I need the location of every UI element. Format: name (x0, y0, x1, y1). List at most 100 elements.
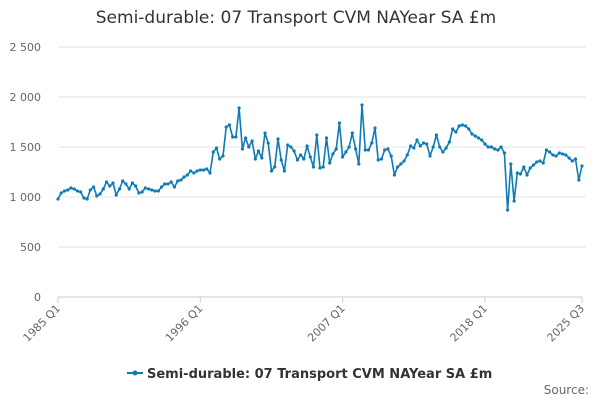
data-point[interactable] (156, 189, 160, 193)
data-point[interactable] (237, 106, 241, 110)
data-point[interactable] (318, 166, 322, 170)
data-point[interactable] (421, 141, 426, 145)
data-point[interactable] (357, 162, 361, 166)
data-point[interactable] (467, 127, 471, 131)
data-point[interactable] (114, 193, 118, 197)
data-point[interactable] (557, 151, 562, 155)
data-point[interactable] (434, 133, 438, 137)
data-point[interactable] (75, 189, 79, 193)
data-point[interactable] (247, 145, 251, 149)
data-point[interactable] (124, 182, 128, 186)
data-point[interactable] (554, 154, 558, 158)
data-point[interactable] (59, 191, 63, 195)
data-point[interactable] (496, 148, 500, 152)
data-point[interactable] (331, 152, 335, 156)
data-point[interactable] (444, 146, 448, 150)
data-point[interactable] (260, 156, 264, 160)
data-point[interactable] (373, 126, 377, 130)
data-point[interactable] (127, 187, 131, 191)
data-point[interactable] (92, 185, 96, 189)
data-point[interactable] (324, 136, 329, 140)
data-point[interactable] (405, 153, 409, 157)
data-point[interactable] (577, 178, 581, 182)
data-point[interactable] (305, 144, 309, 148)
data-point[interactable] (286, 143, 290, 147)
data-point[interactable] (412, 146, 416, 150)
data-point[interactable] (169, 180, 173, 184)
data-point[interactable] (399, 162, 403, 166)
data-point[interactable] (69, 186, 73, 190)
data-point[interactable] (150, 188, 154, 192)
data-point[interactable] (182, 175, 186, 179)
data-point[interactable] (518, 172, 523, 176)
data-point[interactable] (386, 147, 390, 151)
data-point[interactable] (218, 157, 222, 161)
legend[interactable]: Semi-durable: 07 Transport CVM NAYear SA… (127, 367, 492, 382)
data-point[interactable] (147, 187, 151, 191)
data-point[interactable] (185, 173, 189, 177)
data-point[interactable] (476, 136, 481, 140)
data-point[interactable] (244, 136, 248, 140)
data-point[interactable] (451, 127, 455, 131)
data-point[interactable] (137, 191, 141, 195)
data-point[interactable] (159, 185, 164, 189)
data-point[interactable] (273, 165, 277, 169)
data-point[interactable] (302, 157, 306, 161)
data-point[interactable] (418, 144, 422, 148)
data-point[interactable] (250, 139, 254, 143)
data-point[interactable] (205, 167, 209, 171)
data-point[interactable] (289, 145, 293, 149)
data-point[interactable] (580, 164, 584, 168)
data-point[interactable] (502, 151, 506, 155)
data-point[interactable] (253, 157, 257, 161)
data-point[interactable] (98, 192, 102, 196)
data-point[interactable] (140, 190, 144, 194)
data-point[interactable] (370, 141, 374, 145)
data-point[interactable] (72, 187, 76, 191)
data-point[interactable] (101, 187, 105, 191)
data-point[interactable] (366, 148, 371, 152)
data-point[interactable] (551, 153, 555, 157)
data-point[interactable] (415, 138, 419, 142)
data-point[interactable] (457, 124, 461, 128)
data-point[interactable] (295, 158, 299, 162)
data-point[interactable] (256, 149, 261, 153)
data-point[interactable] (195, 169, 199, 173)
data-point[interactable] (525, 173, 529, 177)
data-point[interactable] (344, 150, 348, 154)
data-point[interactable] (528, 166, 532, 170)
data-point[interactable] (240, 147, 244, 151)
data-point[interactable] (189, 169, 193, 173)
data-point[interactable] (564, 153, 568, 157)
data-point[interactable] (515, 171, 519, 175)
data-point[interactable] (409, 144, 413, 148)
data-point[interactable] (328, 161, 332, 165)
data-point[interactable] (192, 171, 196, 175)
data-point[interactable] (522, 165, 526, 169)
data-point[interactable] (221, 154, 225, 158)
data-point[interactable] (198, 168, 202, 172)
data-point[interactable] (263, 131, 267, 135)
data-point[interactable] (266, 141, 270, 145)
data-point[interactable] (179, 178, 183, 182)
data-point[interactable] (79, 190, 83, 194)
data-point[interactable] (493, 147, 497, 151)
data-point[interactable] (108, 184, 112, 188)
data-point[interactable] (447, 140, 451, 144)
data-point[interactable] (438, 145, 442, 149)
data-point[interactable] (62, 189, 67, 193)
data-point[interactable] (383, 148, 387, 152)
data-point[interactable] (561, 152, 565, 156)
data-point[interactable] (85, 197, 89, 201)
data-point[interactable] (489, 145, 493, 149)
data-point[interactable] (66, 188, 70, 192)
data-point[interactable] (454, 130, 458, 134)
data-point[interactable] (389, 154, 393, 158)
data-point[interactable] (535, 160, 539, 164)
data-point[interactable] (82, 196, 86, 200)
data-point[interactable] (234, 135, 238, 139)
data-point[interactable] (130, 181, 134, 185)
data-point[interactable] (227, 123, 231, 127)
data-point[interactable] (541, 161, 545, 165)
data-point[interactable] (567, 156, 571, 160)
